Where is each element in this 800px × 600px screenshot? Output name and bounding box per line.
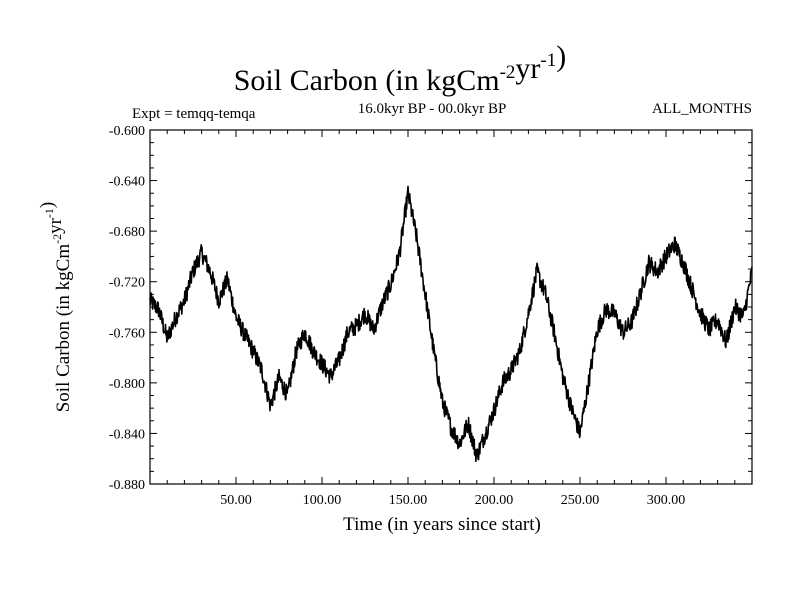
plot-area: -0.600 -0.640 -0.680 -0.720 -0.760 -0.800 -0.8… [109,124,753,508]
y-axis: -0.600 -0.640 -0.680 -0.720 -0.760 -0.800 -0.8… [109,124,752,493]
x-axis-label: Time (in years since start) [343,514,541,535]
series-line-soil-carbon [149,185,753,463]
x-tick-label: 100.00 [303,493,342,508]
x-tick-label: 300.00 [647,493,686,508]
subtitle-experiment: Expt = temqq-temqa [132,106,256,122]
y-tick-label: -0.600 [109,124,145,139]
x-tick-label: 250.00 [561,493,600,508]
y-tick-label: -0.840 [109,427,145,442]
y-tick-label: -0.880 [109,478,145,493]
chart-title: Soil Carbon (in kgCm-2yr-1) [234,40,567,97]
subtitle-months: ALL_MONTHS [652,101,752,117]
x-tick-label: 200.00 [475,493,514,508]
x-axis: 50.00 100.00 150.00 200.00 250.00 300.00 [166,130,736,508]
y-tick-label: -0.800 [109,377,145,392]
x-tick-label: 150.00 [389,493,428,508]
y-tick-label: -0.760 [109,326,145,341]
y-tick-label: -0.640 [109,175,145,190]
y-axis-label: Soil Carbon (in kgCm-2yr-1) [37,202,74,413]
subtitle-period: 16.0kyr BP - 00.0kyr BP [358,101,507,117]
x-tick-label: 50.00 [220,493,252,508]
y-tick-label: -0.720 [109,276,145,291]
y-tick-label: -0.680 [109,225,145,240]
